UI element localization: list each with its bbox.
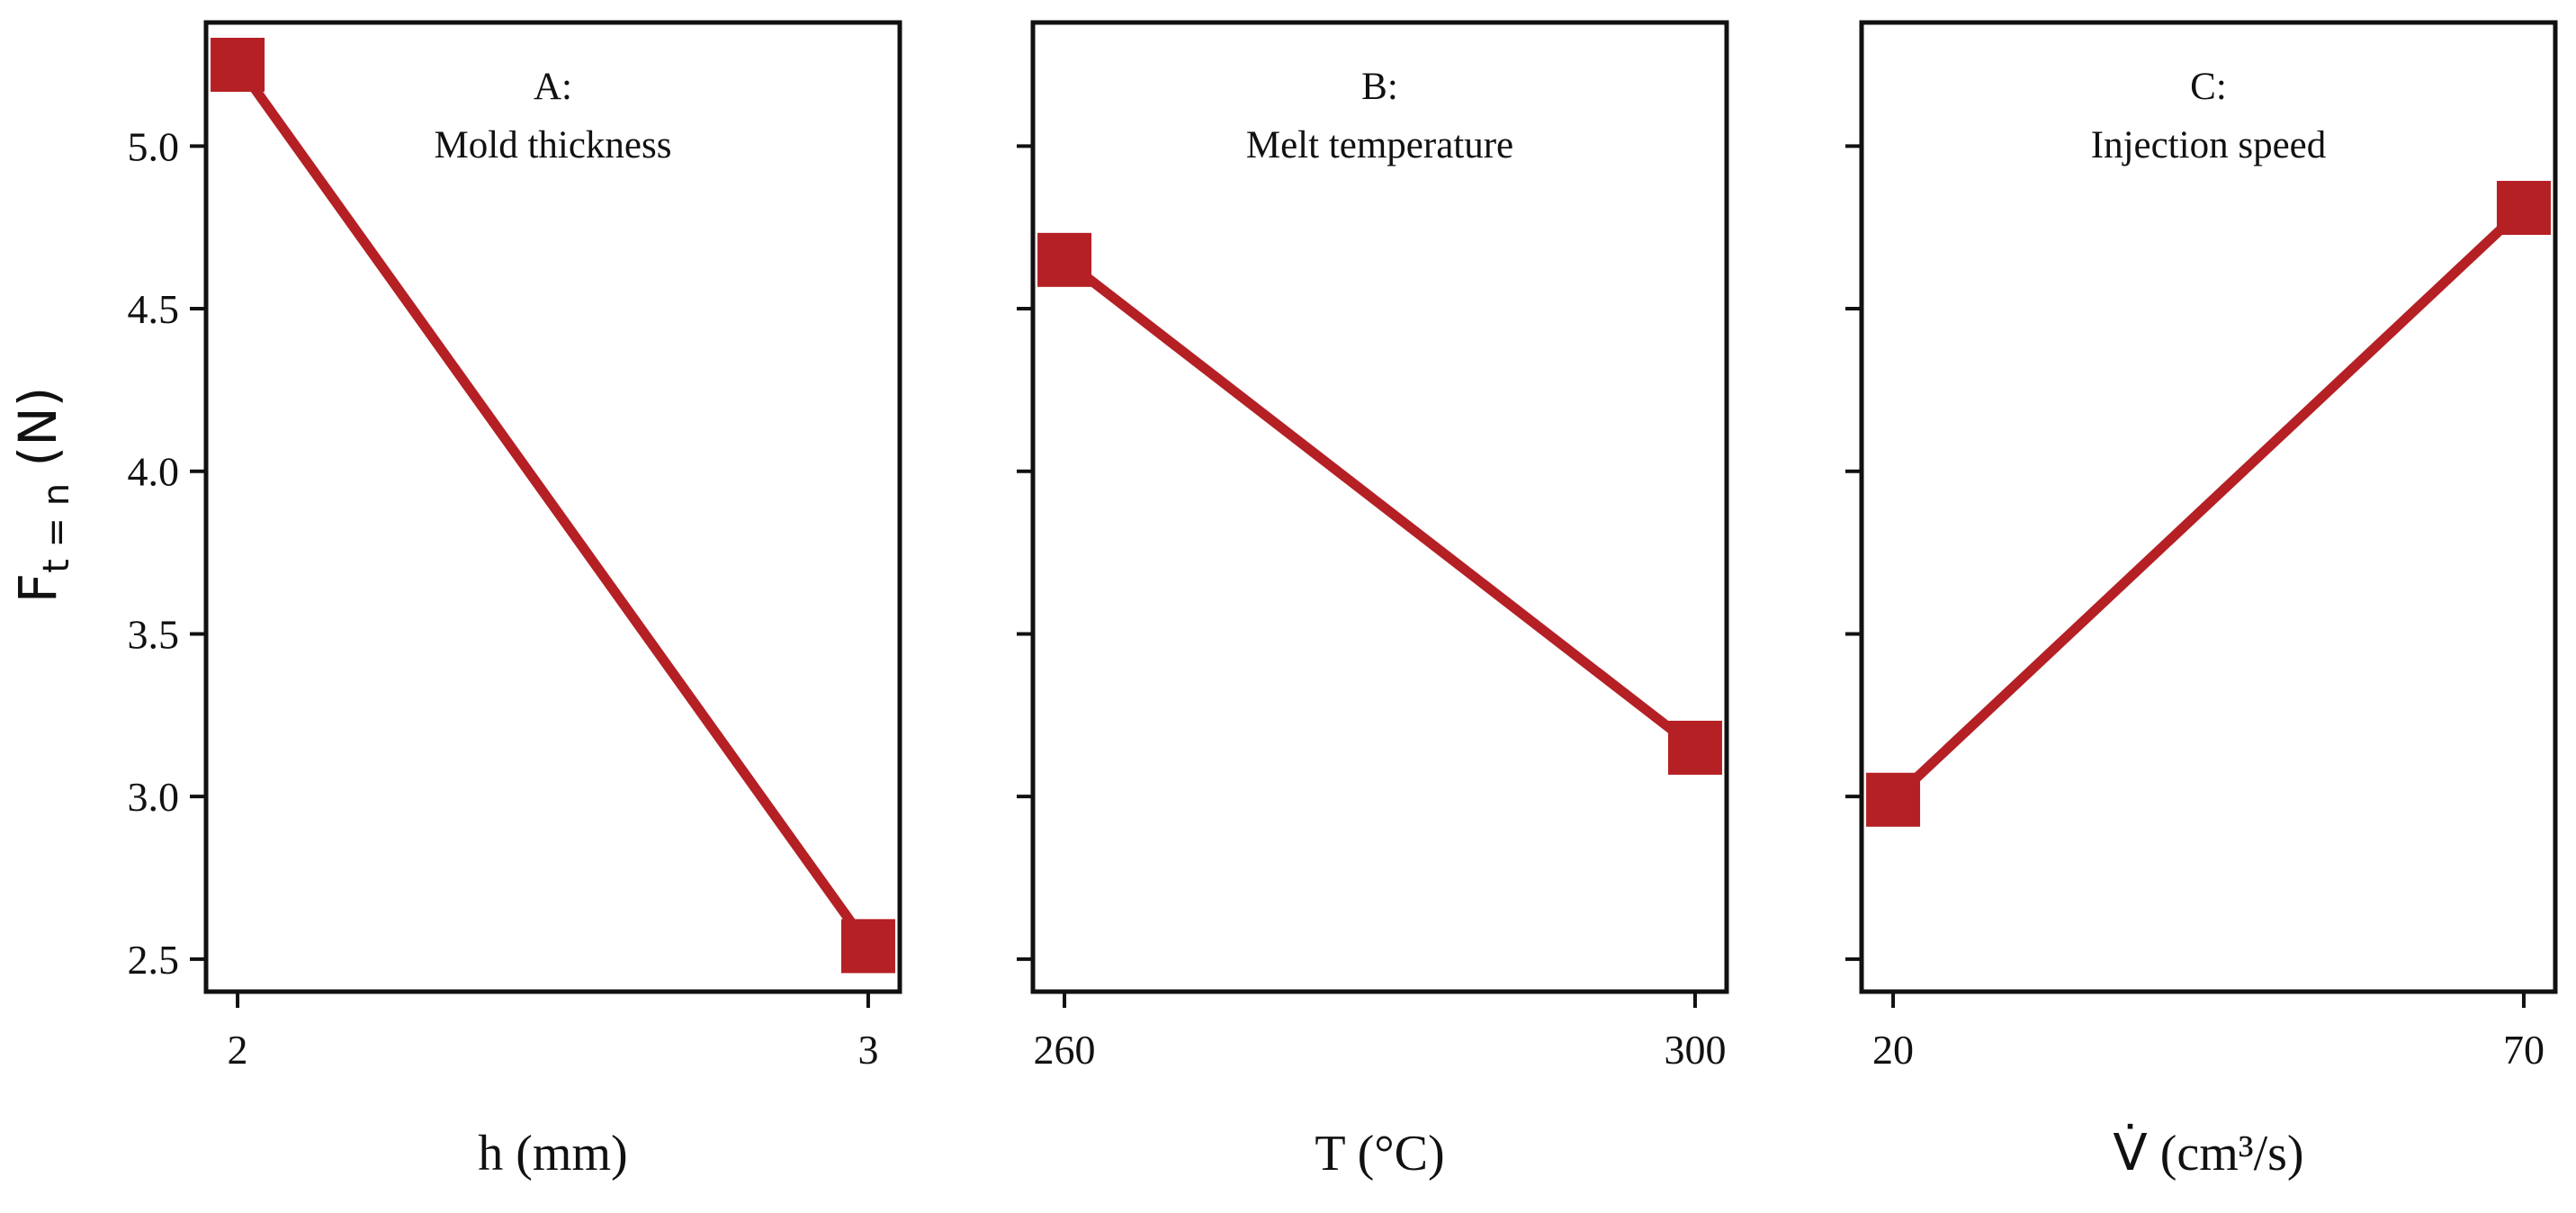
x-label-unit: (cm³/s)	[2148, 1126, 2304, 1182]
data-point-c-1	[1866, 772, 1921, 827]
x-tick-label: 260	[1034, 1027, 1096, 1073]
data-point-c-2	[2496, 181, 2551, 236]
panel-a-title-letter: A:	[534, 66, 572, 108]
panel-c-markers	[1866, 181, 2551, 827]
y-tick-label: 3.5	[128, 611, 180, 657]
x-tick-label: 3	[857, 1027, 878, 1073]
y-tick-label: 4.0	[128, 449, 180, 495]
panel-b-title: Melt temperature	[1246, 124, 1513, 166]
panel-c-x-ticks: 20 70	[1872, 992, 2545, 1073]
data-point-b-2	[1667, 720, 1722, 775]
panel-b: 260 300 B: Melt temperature T (°C)	[1017, 20, 1729, 1182]
panel-c-title: Injection speed	[2091, 124, 2327, 166]
panel-c: 20 70 C: Injection speed V̇ (cm³/s)	[1845, 20, 2558, 1182]
panel-b-x-ticks: 260 300	[1034, 992, 1726, 1073]
y-tick-label: 5.0	[128, 123, 180, 169]
panel-a-title: Mold thickness	[435, 124, 672, 166]
panel-b-title-letter: B:	[1361, 66, 1398, 108]
panel-a-y-ticks: 2.5 3.0 3.5 4.0 4.5 5.0	[128, 123, 206, 983]
series-line-c	[1888, 202, 2529, 805]
y-tick-label: 2.5	[128, 937, 180, 983]
panel-b-x-axis-label: T (°C)	[1315, 1126, 1444, 1182]
x-tick-label: 70	[2503, 1027, 2545, 1073]
x-tick-label: 300	[1664, 1027, 1726, 1073]
svg-text:Ft = n (N): Ft = n (N)	[7, 387, 77, 603]
panel-c-title-letter: C:	[2190, 66, 2227, 108]
series-line-b	[1059, 255, 1701, 753]
y-tick-label: 3.0	[128, 774, 180, 820]
x-tick-label: 20	[1872, 1027, 1914, 1073]
panel-a-frame	[203, 20, 902, 994]
panel-a-markers	[211, 37, 895, 974]
panel-b-y-ticks	[1017, 144, 1033, 961]
v-dot-symbol: V̇	[2113, 1124, 2147, 1182]
x-tick-label: 2	[228, 1027, 248, 1073]
y-label-main: F	[7, 573, 68, 603]
y-label-subscript: t = n	[36, 483, 77, 573]
panel-a-x-axis-label: h (mm)	[478, 1126, 627, 1182]
data-point-a-1	[211, 37, 265, 92]
data-point-a-2	[840, 919, 895, 974]
panel-c-frame	[1859, 20, 2558, 994]
data-point-b-1	[1037, 232, 1092, 287]
panel-b-markers	[1037, 232, 1722, 775]
panel-c-x-axis-label: V̇ (cm³/s)	[2113, 1124, 2303, 1182]
y-axis-label: Ft = n (N)	[7, 387, 77, 603]
series-line-a	[232, 59, 874, 951]
y-tick-label: 4.5	[128, 286, 180, 332]
panel-b-frame	[1030, 20, 1729, 994]
panel-c-y-ticks	[1845, 144, 1862, 961]
y-label-unit: (N)	[7, 387, 68, 483]
